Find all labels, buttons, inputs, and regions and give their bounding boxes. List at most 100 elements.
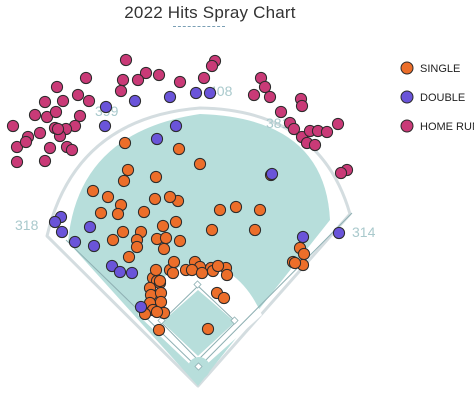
hit-marker-single-11 — [116, 225, 130, 239]
hit-marker-double-15 — [134, 300, 148, 314]
legend-marker-double — [400, 90, 414, 104]
hit-marker-home-run-39 — [295, 99, 309, 113]
hit-marker-single-6 — [86, 184, 100, 198]
hit-marker-home-run-0 — [119, 53, 133, 67]
hit-marker-double-14 — [125, 266, 139, 280]
hit-marker-single-39 — [166, 266, 180, 280]
hit-marker-single-30 — [205, 223, 219, 237]
outfield-grass — [68, 114, 330, 386]
hit-marker-home-run-41 — [287, 122, 301, 136]
hit-marker-single-60 — [152, 323, 166, 337]
hit-marker-home-run-18 — [33, 126, 47, 140]
left-foul-line — [65, 239, 199, 369]
hit-marker-home-run-10 — [82, 94, 96, 108]
legend: SINGLE DOUBLE HOME RUN — [400, 61, 474, 133]
hit-marker-single-15 — [169, 215, 183, 229]
hit-marker-double-20 — [150, 132, 164, 146]
first-base — [230, 316, 239, 325]
right-foul-line — [197, 212, 353, 369]
hit-marker-double-19 — [99, 100, 113, 114]
hit-marker-double-8 — [55, 225, 69, 239]
hit-marker-home-run-28 — [43, 141, 57, 155]
chart-title: 2022 Hits Spray Chart — [124, 3, 296, 22]
legend-label-single: SINGLE — [420, 63, 460, 75]
hit-marker-single-62 — [153, 274, 167, 288]
hit-marker-double-0 — [128, 94, 142, 108]
hit-marker-double-2 — [189, 86, 203, 100]
hit-marker-home-run-15 — [6, 119, 20, 133]
hit-marker-double-5 — [98, 119, 112, 133]
hit-marker-single-46 — [220, 268, 234, 282]
legend-item-home-run: HOME RUN — [400, 119, 474, 133]
hit-marker-home-run-35 — [258, 80, 272, 94]
hit-marker-home-run-45 — [308, 138, 322, 152]
legend-marker-single — [400, 61, 414, 75]
hit-marker-single-18 — [148, 192, 162, 206]
hit-marker-home-run-50 — [334, 166, 348, 180]
hit-marker-single-2 — [117, 174, 131, 188]
hit-marker-single-17 — [163, 190, 177, 204]
hit-marker-single-0 — [118, 136, 132, 150]
hit-marker-single-64 — [167, 255, 181, 269]
legend-label-double: DOUBLE — [420, 92, 465, 104]
hit-marker-home-run-27 — [65, 143, 79, 157]
hit-marker-single-14 — [156, 219, 170, 233]
hit-marker-single-29 — [253, 203, 267, 217]
hit-marker-home-run-19 — [49, 105, 63, 119]
hit-marker-home-run-8 — [131, 73, 145, 87]
hit-marker-home-run-51 — [205, 59, 219, 73]
title-underline — [173, 26, 225, 27]
hit-marker-single-9 — [111, 207, 125, 221]
hit-marker-single-25 — [159, 231, 173, 245]
hit-marker-home-run-13 — [28, 108, 42, 122]
hit-marker-single-5 — [193, 157, 207, 171]
hit-marker-home-run-9 — [79, 71, 93, 85]
legend-item-single: SINGLE — [400, 61, 460, 75]
hit-marker-home-run-3 — [173, 75, 187, 89]
hit-marker-home-run-11 — [50, 80, 64, 94]
hit-marker-single-67 — [211, 259, 225, 273]
hit-marker-home-run-7 — [114, 84, 128, 98]
legend-label-home-run: HOME RUN — [420, 121, 474, 133]
hit-marker-home-run-30 — [10, 155, 24, 169]
hit-marker-single-4 — [172, 142, 186, 156]
hit-marker-double-4 — [169, 119, 183, 133]
hit-marker-double-13 — [113, 265, 127, 279]
hit-marker-single-57 — [150, 305, 164, 319]
hit-marker-single-19 — [106, 233, 120, 247]
hit-marker-home-run-1 — [139, 66, 153, 80]
infield-grass — [162, 290, 235, 356]
fence-label-rf: 314 — [352, 224, 376, 240]
hit-marker-double-9 — [68, 235, 82, 249]
hit-marker-double-1 — [163, 90, 177, 104]
hit-marker-single-65 — [185, 263, 199, 277]
hit-marker-single-26 — [173, 234, 187, 248]
hit-marker-double-3 — [203, 86, 217, 100]
hit-marker-home-run-48 — [331, 117, 345, 131]
hit-marker-single-1 — [121, 163, 135, 177]
fence-label-rc: 381 — [266, 115, 290, 131]
hit-marker-single-23 — [157, 242, 171, 256]
hit-marker-single-12 — [137, 205, 151, 219]
hit-marker-home-run-22 — [73, 109, 87, 123]
hit-marker-single-3 — [149, 170, 163, 184]
hit-marker-home-run-47 — [320, 125, 334, 139]
hit-marker-home-run-33 — [51, 122, 65, 136]
home-plate — [194, 362, 203, 371]
field-background — [45, 106, 353, 388]
hit-marker-single-63 — [149, 263, 163, 277]
hit-marker-single-34 — [297, 247, 311, 261]
hit-marker-double-17 — [296, 230, 310, 244]
hit-marker-double-18 — [332, 226, 346, 240]
hit-marker-home-run-37 — [274, 105, 288, 119]
hit-marker-double-11 — [83, 220, 97, 234]
hit-marker-single-28 — [229, 200, 243, 214]
hit-marker-double-7 — [48, 215, 62, 229]
hit-marker-single-27 — [213, 203, 227, 217]
hit-marker-single-31 — [248, 223, 262, 237]
hit-marker-single-22 — [122, 250, 136, 264]
hit-marker-double-16 — [265, 167, 279, 181]
hit-marker-home-run-36 — [263, 90, 277, 104]
legend-marker-home-run — [400, 119, 414, 133]
